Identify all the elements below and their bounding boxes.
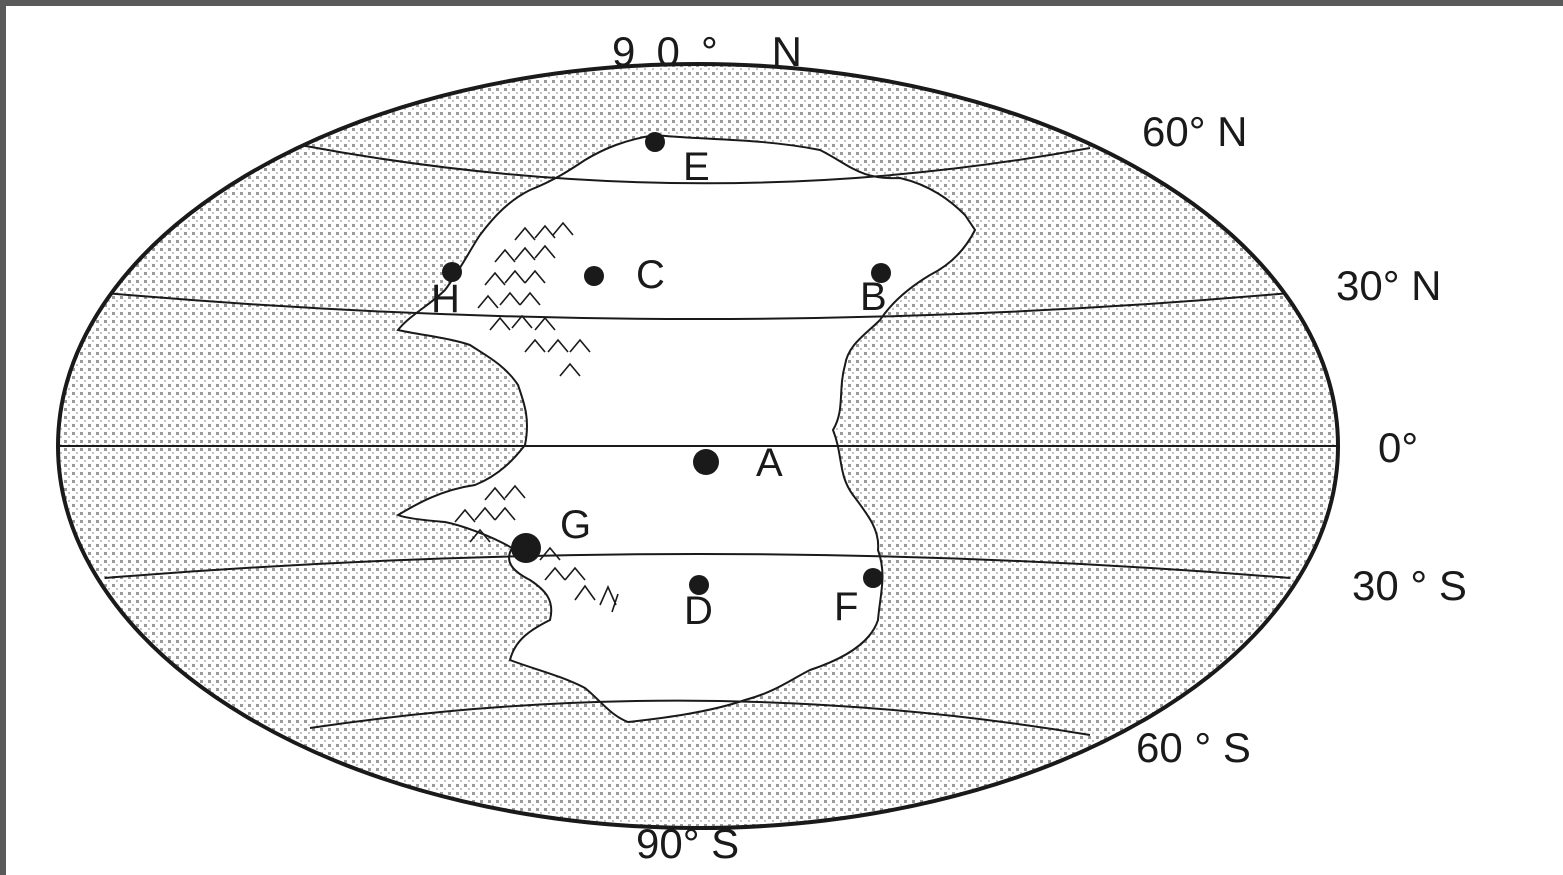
point-H-marker <box>442 262 462 282</box>
point-D-label: D <box>684 589 713 633</box>
latitude-lines <box>58 144 1338 736</box>
latitude-30n-line <box>104 292 1291 320</box>
point-F-marker <box>863 568 883 588</box>
globe-outline <box>56 62 1340 830</box>
point-H-label: H <box>431 277 460 321</box>
label-30s: 30 ° S <box>1352 562 1467 609</box>
label-90s: 90° S <box>636 820 739 867</box>
point-E-label: E <box>683 145 710 189</box>
location-markers <box>442 132 891 595</box>
point-G-label: G <box>560 503 591 547</box>
label-60s: 60 ° S <box>1136 724 1251 771</box>
point-F-label: F <box>834 585 858 629</box>
point-C-label: C <box>636 253 665 297</box>
point-D-marker <box>689 575 709 595</box>
point-A-label: A <box>756 441 783 485</box>
mountain-range-south-icon <box>454 484 619 613</box>
point-B-label: B <box>860 275 887 319</box>
point-B-marker <box>871 263 891 283</box>
label-60n: 60° N <box>1142 108 1248 155</box>
latitude-60s-line <box>309 699 1091 736</box>
point-E-marker <box>645 132 665 152</box>
label-30n: 30° N <box>1336 262 1442 309</box>
latitude-30s-line <box>104 553 1291 579</box>
point-C-marker <box>584 266 604 286</box>
label-equator: 0° <box>1378 424 1418 471</box>
point-A-marker <box>693 449 719 475</box>
mountain-range-north-icon <box>477 221 591 377</box>
latitude-60n-line <box>299 144 1091 185</box>
point-G-marker <box>511 533 541 563</box>
continent <box>395 133 977 724</box>
